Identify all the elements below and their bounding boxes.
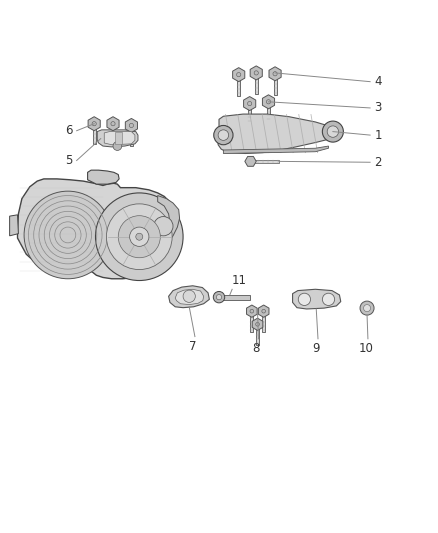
Circle shape [136, 233, 143, 240]
Circle shape [216, 295, 222, 300]
Text: 7: 7 [189, 340, 197, 353]
Circle shape [24, 191, 112, 279]
Polygon shape [107, 117, 119, 131]
Text: 10: 10 [359, 342, 374, 355]
Polygon shape [256, 324, 259, 345]
Polygon shape [18, 179, 179, 279]
Circle shape [322, 121, 343, 142]
Circle shape [237, 72, 241, 77]
Text: 1: 1 [374, 128, 382, 142]
Polygon shape [169, 286, 209, 308]
Polygon shape [247, 305, 257, 317]
Polygon shape [104, 132, 135, 145]
Circle shape [129, 123, 134, 127]
Circle shape [322, 293, 335, 305]
Circle shape [364, 304, 371, 312]
Polygon shape [255, 73, 258, 94]
Polygon shape [269, 67, 281, 81]
Polygon shape [293, 289, 341, 309]
Circle shape [214, 125, 233, 145]
Polygon shape [252, 318, 263, 330]
Polygon shape [130, 125, 133, 146]
Polygon shape [88, 170, 119, 184]
Polygon shape [233, 68, 245, 82]
Circle shape [106, 204, 172, 270]
Polygon shape [262, 311, 265, 332]
Text: 11: 11 [231, 274, 246, 287]
Polygon shape [262, 95, 275, 109]
Circle shape [254, 71, 258, 75]
Polygon shape [237, 75, 240, 96]
Text: 5: 5 [65, 154, 72, 167]
Polygon shape [111, 124, 115, 144]
Polygon shape [125, 118, 138, 133]
Circle shape [247, 101, 252, 106]
Polygon shape [248, 103, 251, 123]
Polygon shape [245, 157, 256, 166]
Circle shape [327, 126, 339, 138]
Polygon shape [258, 305, 269, 317]
Circle shape [130, 227, 149, 246]
Polygon shape [251, 160, 279, 163]
Circle shape [113, 142, 122, 150]
Circle shape [213, 292, 225, 303]
Circle shape [262, 309, 265, 313]
Circle shape [118, 216, 160, 258]
Circle shape [256, 322, 259, 326]
Text: 6: 6 [65, 124, 72, 137]
Circle shape [154, 216, 173, 236]
Circle shape [360, 301, 374, 315]
Circle shape [218, 130, 229, 140]
Polygon shape [153, 196, 180, 253]
Polygon shape [93, 124, 95, 144]
Circle shape [266, 100, 271, 104]
Polygon shape [10, 215, 18, 236]
Circle shape [92, 122, 96, 126]
Polygon shape [175, 289, 204, 304]
Polygon shape [219, 295, 250, 300]
Polygon shape [88, 117, 100, 131]
Polygon shape [250, 66, 262, 80]
Circle shape [250, 309, 254, 313]
Text: 3: 3 [374, 101, 382, 115]
Circle shape [95, 193, 183, 280]
Text: 2: 2 [374, 156, 382, 169]
Polygon shape [251, 311, 253, 332]
Polygon shape [97, 130, 138, 147]
Polygon shape [267, 102, 270, 122]
Polygon shape [223, 146, 328, 154]
Text: 9: 9 [312, 342, 320, 355]
Text: 4: 4 [374, 75, 382, 88]
Polygon shape [115, 133, 122, 144]
Polygon shape [244, 96, 256, 110]
Circle shape [298, 293, 311, 305]
Polygon shape [218, 114, 339, 154]
Polygon shape [273, 74, 277, 95]
Text: 8: 8 [253, 342, 260, 355]
Circle shape [183, 290, 195, 302]
Circle shape [273, 71, 277, 76]
Circle shape [111, 122, 115, 126]
